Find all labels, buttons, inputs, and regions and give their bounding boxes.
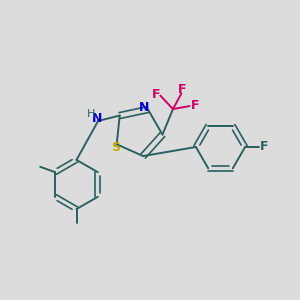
Text: F: F bbox=[260, 140, 268, 154]
Text: H: H bbox=[87, 109, 96, 119]
Text: S: S bbox=[111, 141, 120, 154]
Text: N: N bbox=[92, 112, 102, 125]
Text: F: F bbox=[190, 99, 199, 112]
Text: N: N bbox=[139, 100, 150, 114]
Text: F: F bbox=[178, 83, 186, 96]
Text: F: F bbox=[152, 88, 160, 100]
